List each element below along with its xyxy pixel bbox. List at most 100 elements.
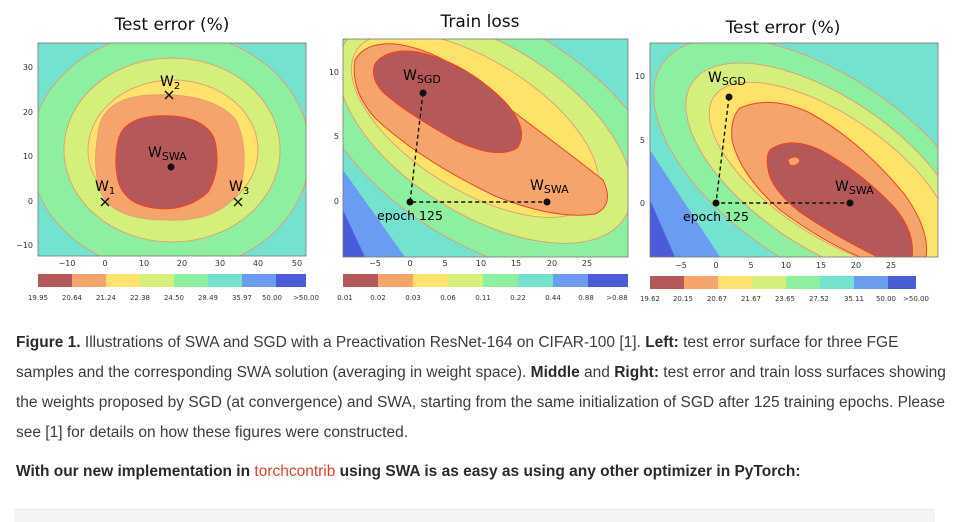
tick-label: 50 xyxy=(292,259,302,268)
tick-label: 5 xyxy=(334,132,339,141)
tick-label: 0 xyxy=(28,197,33,206)
colorbar-label: 50.00 xyxy=(876,295,896,303)
colorbar-label: 20.15 xyxy=(673,295,693,303)
caption-and: and xyxy=(579,364,615,381)
tick-label: 20 xyxy=(851,261,861,270)
tick-label: 20 xyxy=(547,259,557,268)
tick-label: 10 xyxy=(781,261,791,270)
panel2-label-wsgd: WSGD xyxy=(403,68,441,86)
colorbar-label: 0.88 xyxy=(578,294,594,302)
colorbar-label: 0.11 xyxy=(475,294,491,302)
colorbar-label: 0.44 xyxy=(545,294,561,302)
tick-label: 0 xyxy=(334,197,339,206)
panel2-contour-plot: WSGD WSWA epoch 125 −5 0 5 10 15 20 25 1… xyxy=(329,38,629,302)
panel3-title: Test error (%) xyxy=(725,18,841,38)
panel3-point-wswa xyxy=(846,199,854,207)
panel2-point-wswa xyxy=(543,198,551,206)
tick-label: 40 xyxy=(253,259,263,268)
caption-part1: Illustrations of SWA and SGD with a Prea… xyxy=(80,334,646,351)
tick-label: 15 xyxy=(511,259,521,268)
colorbar-label: >50.00 xyxy=(903,295,929,303)
torchcontrib-link[interactable]: torchcontrib xyxy=(254,463,336,480)
tick-label: 10 xyxy=(476,259,486,268)
panel2-colorbar xyxy=(343,274,628,287)
colorbar-label: 20.64 xyxy=(62,294,83,302)
panel1-point-wswa xyxy=(167,163,175,171)
caption-part2: test error surface for three FGE samples… xyxy=(16,334,899,381)
tick-label: −10 xyxy=(59,259,76,268)
panel3-colorbar xyxy=(650,276,916,289)
panel2-label-epoch125: epoch 125 xyxy=(377,208,443,223)
panel1-label-wswa: WSWA xyxy=(148,145,187,163)
tick-label: 25 xyxy=(582,259,592,268)
colorbar-label: >0.88 xyxy=(606,294,627,302)
panel1-label-w1: W1 xyxy=(95,179,115,197)
intro-text-before: With our new implementation in xyxy=(16,463,255,480)
panel1-point-w3 xyxy=(233,197,243,207)
tick-label: 20 xyxy=(23,108,33,117)
panel3-y-ticks: 10 5 0 xyxy=(635,72,645,208)
panel3-x-ticks: −5 0 5 10 15 20 25 xyxy=(675,261,896,270)
tick-label: 0 xyxy=(102,259,107,268)
panel1-colorbar xyxy=(38,274,306,287)
colorbar-label: 19.62 xyxy=(640,295,660,303)
colorbar-label: 20.67 xyxy=(707,295,727,303)
tick-label: 10 xyxy=(23,152,33,161)
figure-1: Test error (%) W2 WSWA W1 W3 −10 xyxy=(16,12,939,303)
panel2-label-wswa: WSWA xyxy=(530,178,569,196)
colorbar-label: 0.22 xyxy=(510,294,526,302)
tick-label: 5 xyxy=(640,136,645,145)
panel1-label-w2: W2 xyxy=(160,74,180,92)
tick-label: 0 xyxy=(407,259,412,268)
panel3-colorbar-labels: 19.62 20.15 20.67 21.67 23.65 27.52 35.1… xyxy=(640,295,929,303)
tick-label: 20 xyxy=(177,259,187,268)
tick-label: 10 xyxy=(329,68,339,77)
tick-label: −10 xyxy=(16,241,33,250)
tick-label: 5 xyxy=(442,259,447,268)
panel1-contour-plot: W2 WSWA W1 W3 −10 0 10 20 30 40 50 30 20… xyxy=(16,42,319,302)
tick-label: 0 xyxy=(713,261,718,270)
panel3-label-wswa: WSWA xyxy=(835,179,874,197)
panel1-x-ticks: −10 0 10 20 30 40 50 xyxy=(59,259,303,268)
colorbar-label: 24.50 xyxy=(164,294,184,302)
tick-label: 30 xyxy=(23,63,33,72)
tick-label: 5 xyxy=(748,261,753,270)
panel3-label-epoch125: epoch 125 xyxy=(683,209,749,224)
panel3-contour-plot: WSGD WSWA epoch 125 −5 0 5 10 15 20 25 1… xyxy=(635,42,939,303)
caption-figure-label: Figure 1. xyxy=(16,334,81,351)
caption-middle-label: Middle xyxy=(530,364,580,381)
colorbar-label: 22.38 xyxy=(130,294,150,302)
panel2-point-wsgd xyxy=(419,89,427,97)
tick-label: 15 xyxy=(816,261,826,270)
panel3-point-wsgd xyxy=(725,93,733,101)
colorbar-label: 0.01 xyxy=(337,294,353,302)
panel1-point-w2 xyxy=(164,90,174,100)
colorbar-label: >50.00 xyxy=(293,294,319,302)
panel2-colorbar-labels: 0.01 0.02 0.03 0.06 0.11 0.22 0.44 0.88 … xyxy=(337,294,628,302)
tick-label: −5 xyxy=(675,261,687,270)
intro-paragraph: With our new implementation in torchcont… xyxy=(16,463,951,481)
tick-label: 10 xyxy=(139,259,149,268)
intro-text-after: using SWA is as easy as using any other … xyxy=(335,463,801,480)
tick-label: 30 xyxy=(215,259,225,268)
colorbar-label: 0.03 xyxy=(405,294,421,302)
colorbar-label: 35.97 xyxy=(232,294,252,302)
caption-right-label: Right: xyxy=(614,364,659,381)
colorbar-label: 23.65 xyxy=(775,295,795,303)
colorbar-label: 50.00 xyxy=(262,294,282,302)
colorbar-label: 0.02 xyxy=(370,294,386,302)
panel2-point-epoch125 xyxy=(406,198,414,206)
panel2-title: Train loss xyxy=(440,12,520,32)
colorbar-label: 27.52 xyxy=(809,295,829,303)
panel2-y-ticks: 10 5 0 xyxy=(329,68,339,206)
colorbar-label: 0.06 xyxy=(440,294,456,302)
panel3-label-wsgd: WSGD xyxy=(708,70,746,88)
panel1-point-w1 xyxy=(100,197,110,207)
colorbar-label: 21.67 xyxy=(741,295,761,303)
colorbar-label: 28.49 xyxy=(198,294,218,302)
tick-label: 25 xyxy=(886,261,896,270)
caption-left-label: Left: xyxy=(645,334,679,351)
panel2-x-ticks: −5 0 5 10 15 20 25 xyxy=(369,259,592,268)
panel1-label-w3: W3 xyxy=(229,179,249,197)
code-block xyxy=(14,509,935,522)
